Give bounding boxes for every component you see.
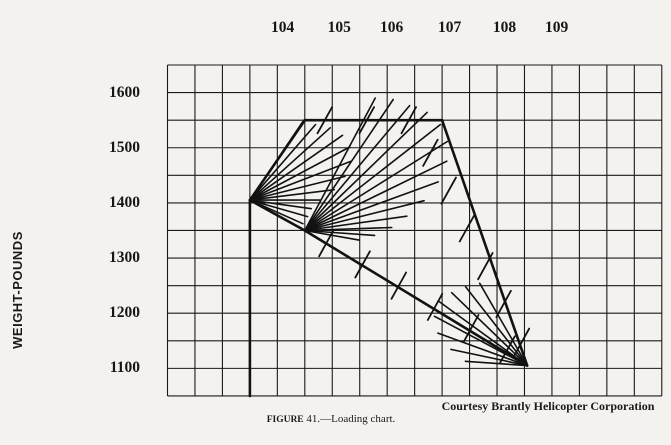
svg-text:WEIGHT-POUNDS: WEIGHT-POUNDS [10, 231, 25, 349]
svg-text:1400: 1400 [109, 194, 140, 211]
svg-text:1600: 1600 [109, 84, 140, 101]
svg-text:FIGURE 41.—Loading chart.: FIGURE 41.—Loading chart. [267, 413, 396, 425]
svg-text:105: 105 [328, 19, 352, 36]
svg-text:1300: 1300 [109, 249, 140, 266]
svg-text:Courtesy Brantly Helicopter Co: Courtesy Brantly Helicopter Corporation [442, 399, 655, 413]
svg-text:109: 109 [545, 19, 569, 36]
svg-text:106: 106 [380, 19, 404, 36]
svg-text:1100: 1100 [110, 359, 140, 376]
svg-text:104: 104 [271, 19, 295, 36]
svg-text:1500: 1500 [109, 139, 140, 156]
svg-text:1200: 1200 [109, 304, 140, 321]
svg-text:107: 107 [438, 19, 462, 36]
svg-text:108: 108 [493, 19, 517, 36]
